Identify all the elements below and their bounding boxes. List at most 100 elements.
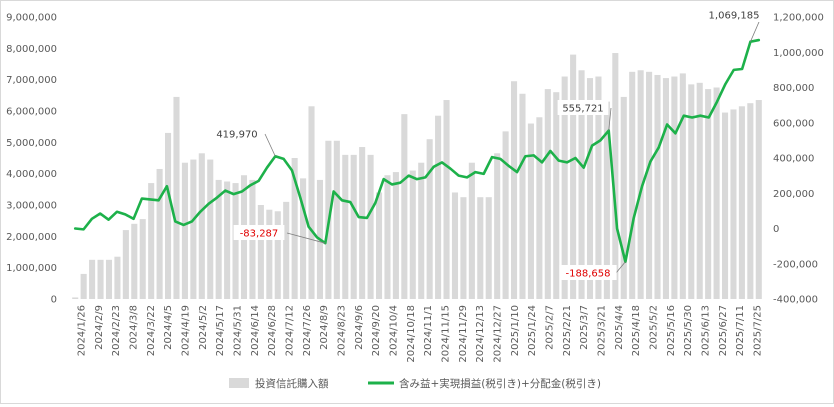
bar [696, 82, 703, 299]
x-tick-label: 2025/2/7 [545, 305, 556, 350]
bar [502, 131, 509, 299]
right-tick-label: 800,000 [773, 83, 814, 94]
x-tick-label: 2025/4/4 [614, 305, 625, 350]
x-tick-label: 2024/4/19 [181, 305, 192, 356]
left-tick-label: 3,000,000 [6, 201, 57, 212]
x-tick-label: 2024/10/4 [389, 305, 400, 356]
x-tick-label: 2024/2/23 [111, 305, 122, 356]
bar [578, 70, 585, 300]
bar [519, 93, 526, 300]
annotation-box [557, 100, 609, 115]
bar [105, 259, 113, 299]
bar [679, 73, 686, 300]
bar [114, 256, 121, 299]
bar [274, 211, 281, 299]
right-axis-ticks: -400,000 -200,000 0 200,000 400,000 600,000 80… [773, 13, 824, 306]
bar [350, 154, 357, 299]
bar [527, 123, 534, 299]
x-tick-label: 2024/6/28 [267, 305, 278, 356]
bar [300, 178, 307, 299]
line-path [73, 38, 761, 264]
bar [401, 114, 408, 299]
bar [173, 96, 180, 300]
x-tick-label: 2024/5/17 [215, 305, 226, 356]
x-tick-label: 2025/5/2 [649, 305, 660, 350]
x-tick-label: 2024/5/31 [233, 305, 244, 356]
bar [755, 100, 762, 299]
right-tick-label: 600,000 [773, 118, 814, 129]
x-tick-label: 2024/8/9 [319, 305, 330, 350]
left-tick-label: 5,000,000 [6, 138, 57, 149]
bar [586, 78, 594, 299]
bar [418, 162, 425, 299]
bar [392, 172, 399, 299]
x-tick-label: 2024/5/2 [198, 305, 209, 350]
bar [80, 273, 87, 299]
bar [72, 297, 79, 299]
bar [536, 117, 543, 300]
bar [333, 140, 340, 299]
bar [494, 153, 501, 299]
bar [544, 89, 551, 299]
x-tick-label: 2024/1/26 [77, 305, 88, 356]
annotation-label: -188,658 [566, 269, 611, 280]
bar [747, 103, 754, 299]
bar [637, 70, 644, 300]
annotation-label: 555,721 [562, 104, 603, 115]
annotation-leader [286, 232, 326, 244]
x-tick-label: 2024/10/18 [406, 305, 417, 363]
x-tick-label: 2025/2/21 [562, 305, 573, 356]
bar [165, 132, 172, 299]
x-tick-label: 2025/1/10 [510, 305, 521, 356]
x-tick-label: 2024/2/9 [94, 305, 105, 350]
x-tick-label: 2024/12/13 [475, 305, 486, 363]
x-tick-label: 2025/5/30 [683, 305, 694, 356]
bar [291, 158, 298, 299]
bar [460, 197, 467, 299]
right-tick-label: 1,200,000 [773, 13, 824, 24]
left-tick-label: 0 [51, 295, 57, 306]
bar [654, 74, 661, 299]
annotation-box [211, 126, 263, 141]
left-tick-label: 7,000,000 [6, 75, 57, 86]
bar [705, 89, 712, 299]
x-tick-label: 2024/11/29 [458, 305, 469, 363]
x-tick-label: 2025/5/16 [666, 305, 677, 356]
x-tick-label: 2024/11/1 [423, 305, 434, 356]
bar [139, 219, 146, 299]
bar [266, 209, 273, 299]
bar [359, 147, 366, 299]
left-axis-ticks: 0 1,000,000 2,000,000 3,000,000 4,000,000 5,0… [6, 13, 57, 306]
bar [595, 76, 602, 299]
bar [603, 101, 610, 299]
bar [553, 92, 560, 299]
legend-bar-label: 投資信託購入額 [255, 377, 329, 390]
bar [148, 183, 155, 299]
left-tick-label: 1,000,000 [6, 263, 57, 274]
x-tick-label: 2025/4/18 [631, 305, 642, 356]
bar [570, 54, 577, 299]
left-tick-label: 6,000,000 [6, 107, 57, 118]
bar [224, 181, 231, 299]
x-tick-label: 2025/7/25 [753, 305, 764, 356]
x-tick-label: 2024/3/22 [146, 305, 157, 356]
annotation-leader [264, 133, 276, 157]
bar [232, 183, 239, 299]
bar [131, 223, 138, 299]
line-series [73, 38, 761, 264]
bar [468, 162, 475, 299]
annotation-box [559, 265, 617, 280]
bar [612, 53, 619, 299]
x-tick-label: 2024/6/14 [250, 305, 261, 356]
right-tick-label: 1,000,000 [773, 48, 824, 59]
x-tick-label: 2024/4/5 [163, 305, 174, 350]
bar [89, 259, 96, 299]
bar [671, 76, 678, 299]
right-tick-label: 0 [773, 224, 779, 235]
annotations: 419,970 -83,287 555,721 -188,658 1,069,185 [211, 7, 766, 280]
bar [485, 197, 492, 299]
bar [511, 81, 518, 299]
annotation-box [702, 7, 766, 22]
bar [215, 179, 222, 299]
